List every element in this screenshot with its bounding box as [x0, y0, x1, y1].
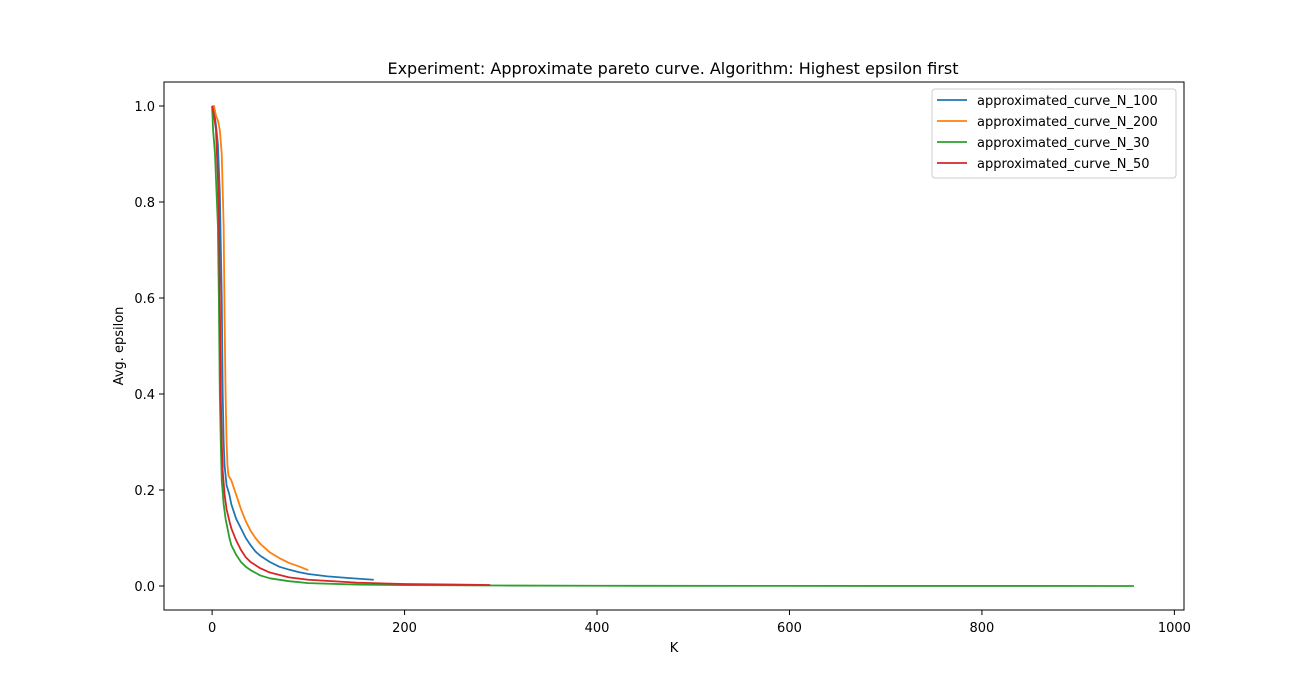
- plot-area-frame: [163, 81, 1185, 611]
- x-tick-label: 200: [392, 621, 417, 636]
- y-tick-label: 0.6: [134, 292, 155, 307]
- series-line-3: [211, 105, 491, 586]
- y-tick-label: 1.0: [134, 100, 155, 115]
- y-axis-label: Avg. epsilon: [112, 307, 127, 386]
- x-tick-label: 600: [777, 621, 802, 636]
- y-axis: 0.0 0.2 0.4 0.6 0.8 1.0: [134, 100, 164, 595]
- x-tick-label: 1000: [1158, 621, 1191, 636]
- plot-lines: [211, 105, 1134, 587]
- x-axis-label: K: [670, 641, 679, 656]
- legend-label: approximated_curve_N_50: [977, 157, 1150, 172]
- y-tick-label: 0.2: [134, 484, 155, 499]
- x-tick-label: 800: [970, 621, 995, 636]
- legend-label: approximated_curve_N_200: [977, 115, 1158, 130]
- y-tick-label: 0.8: [134, 196, 155, 211]
- x-tick-label: 400: [585, 621, 610, 636]
- y-tick-label: 0.4: [134, 388, 155, 403]
- legend-box: [931, 88, 1177, 179]
- series-line-1: [212, 105, 309, 571]
- x-axis: 0 200 400 600 800 1000: [208, 610, 1191, 636]
- chart-title: Experiment: Approximate pareto curve. Al…: [387, 59, 958, 78]
- y-tick-label: 0.0: [134, 580, 155, 595]
- legend: approximated_curve_N_100 approximated_cur…: [931, 88, 1177, 179]
- series-line-0: [211, 105, 374, 581]
- legend-label: approximated_curve_N_30: [977, 136, 1150, 151]
- x-tick-label: 0: [208, 621, 216, 636]
- legend-label: approximated_curve_N_100: [977, 94, 1158, 109]
